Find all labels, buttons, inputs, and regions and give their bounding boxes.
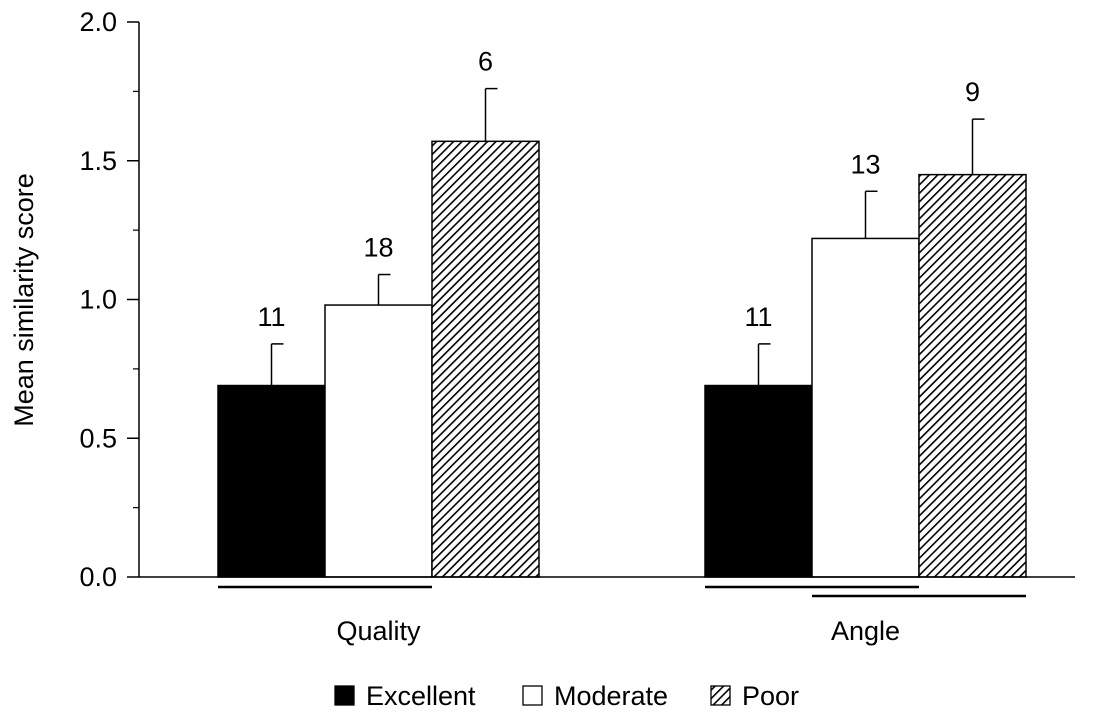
bar-count-label: 13	[850, 149, 880, 179]
bar-count-label: 11	[744, 302, 772, 332]
legend-label-moderate: Moderate	[554, 681, 668, 711]
y-tick-label: 1.5	[79, 146, 117, 176]
y-tick-label: 0.0	[79, 562, 117, 592]
category-label-angle: Angle	[831, 616, 900, 646]
bar-moderate-angle	[811, 237, 920, 578]
bar-count-label: 6	[478, 47, 493, 77]
legend: Excellent Moderate Poor	[334, 681, 799, 711]
y-tick-label: 0.5	[79, 423, 117, 453]
legend-swatch-poor	[710, 685, 731, 706]
y-tick-label: 2.0	[79, 7, 117, 37]
bar-count-label: 11	[257, 302, 285, 332]
axes-layer: 0.0 0.5 1.0 1.5 2.0	[79, 7, 1075, 592]
bar-count-label: 18	[363, 233, 393, 263]
legend-swatch-excellent	[334, 685, 355, 706]
category-label-quality: Quality	[336, 616, 421, 646]
bar-poor-quality	[431, 140, 540, 578]
legend-label-poor: Poor	[742, 681, 799, 711]
bar-excellent-angle	[704, 384, 813, 578]
legend-swatch-moderate	[522, 685, 543, 706]
y-tick-label: 1.0	[79, 285, 117, 315]
bar-excellent-quality	[217, 384, 326, 578]
bar-moderate-quality	[324, 304, 433, 578]
labels-layer: 11 18 6 Quality 11 13 9 Angle	[257, 47, 980, 646]
y-axis-title: Mean similarity score	[9, 173, 39, 427]
legend-label-excellent: Excellent	[366, 681, 476, 711]
significance-lines	[218, 585, 1026, 598]
bars-layer	[217, 87, 1027, 578]
bar-count-label: 9	[965, 77, 980, 107]
bar-poor-angle	[918, 173, 1027, 578]
